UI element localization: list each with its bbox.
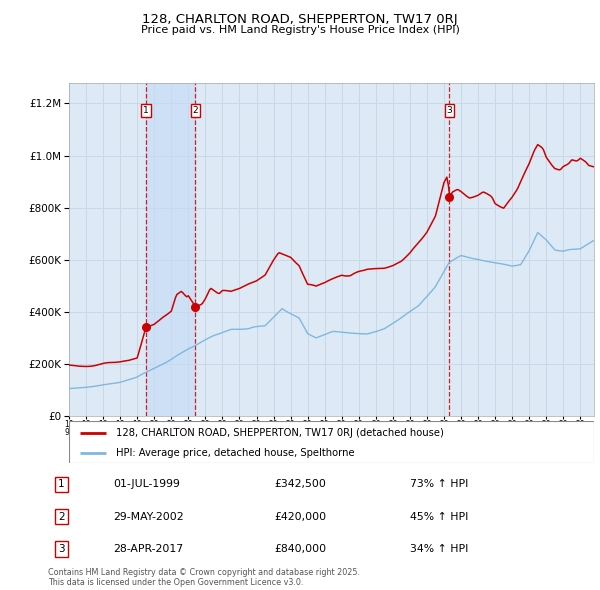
Text: £342,500: £342,500 [275,480,326,490]
Text: 28-APR-2017: 28-APR-2017 [113,543,183,553]
Text: Contains HM Land Registry data © Crown copyright and database right 2025.
This d: Contains HM Land Registry data © Crown c… [48,568,360,587]
Text: £840,000: £840,000 [275,543,327,553]
Text: 1: 1 [58,480,65,490]
Bar [146,83,196,416]
Text: 3: 3 [446,106,452,116]
Text: 3: 3 [58,543,65,553]
Text: HPI: Average price, detached house, Spelthorne: HPI: Average price, detached house, Spel… [116,448,355,457]
FancyBboxPatch shape [69,421,594,463]
Text: 2: 2 [193,106,198,116]
Text: 73% ↑ HPI: 73% ↑ HPI [410,480,468,490]
Text: 29-MAY-2002: 29-MAY-2002 [113,512,184,522]
Text: 01-JUL-1999: 01-JUL-1999 [113,480,179,490]
Text: 1: 1 [143,106,149,116]
Text: Price paid vs. HM Land Registry's House Price Index (HPI): Price paid vs. HM Land Registry's House … [140,25,460,35]
Text: 2: 2 [58,512,65,522]
Text: 45% ↑ HPI: 45% ↑ HPI [410,512,468,522]
Text: 128, CHARLTON ROAD, SHEPPERTON, TW17 0RJ (detached house): 128, CHARLTON ROAD, SHEPPERTON, TW17 0RJ… [116,428,444,438]
Text: £420,000: £420,000 [275,512,327,522]
Text: 128, CHARLTON ROAD, SHEPPERTON, TW17 0RJ: 128, CHARLTON ROAD, SHEPPERTON, TW17 0RJ [142,13,458,26]
Text: 34% ↑ HPI: 34% ↑ HPI [410,543,468,553]
